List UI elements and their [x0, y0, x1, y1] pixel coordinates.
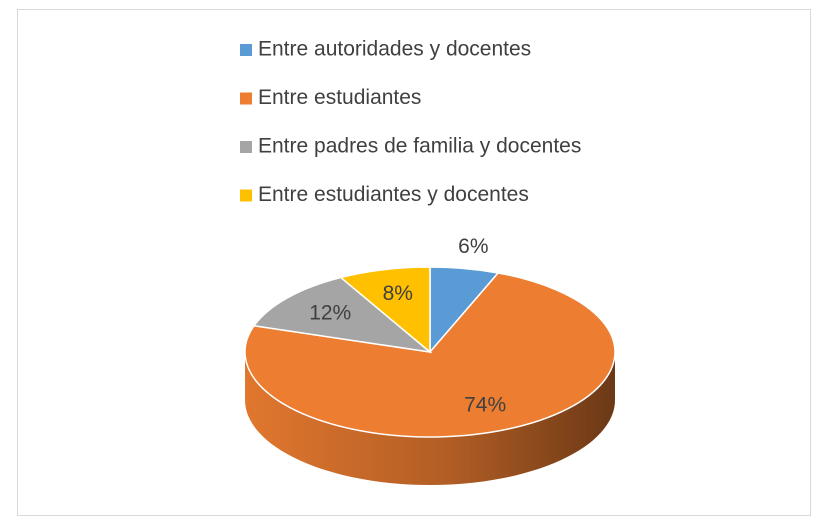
- legend-label: Entre estudiantes: [258, 86, 421, 109]
- legend-swatch: [240, 189, 252, 202]
- data-label: 12%: [309, 302, 351, 325]
- legend-swatch: [240, 141, 252, 153]
- slice: [339, 266, 431, 354]
- legend-label: Entre estudiantes y docentes: [258, 183, 529, 206]
- slice-side-shade: [245, 352, 615, 485]
- legend-label: Entre autoridades y docentes: [258, 38, 531, 61]
- legend-swatch: [240, 92, 252, 105]
- slice: [244, 272, 616, 438]
- legend-swatch: [240, 44, 252, 56]
- legend-label: Entre padres de familia y docentes: [258, 135, 581, 158]
- data-label: 6%: [458, 235, 488, 258]
- slice: [252, 276, 433, 354]
- data-label: 74%: [464, 393, 506, 416]
- data-label: 8%: [383, 282, 413, 305]
